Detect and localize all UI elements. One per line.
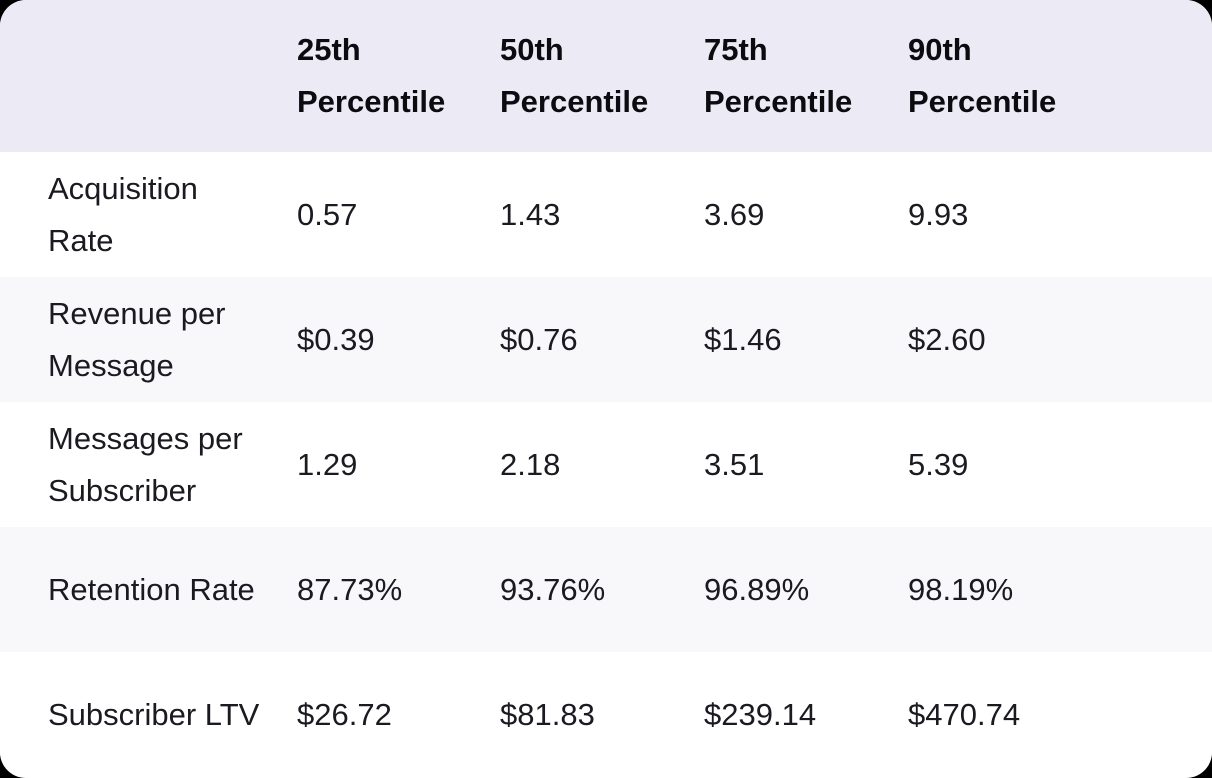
cell-value: $239.14 — [704, 652, 908, 777]
cell-value: 3.69 — [704, 152, 908, 277]
value-text: 1.29 — [297, 446, 358, 482]
column-header-75th-percentile: 75th Percentile — [704, 0, 908, 152]
value-text: 0.57 — [297, 196, 358, 232]
value-text: $0.76 — [500, 321, 578, 357]
table-body: Acquisition Rate 0.57 1.43 3.69 9.93 Rev… — [0, 152, 1212, 777]
column-header-label: 50th Percentile — [500, 32, 649, 119]
cell-value: 96.89% — [704, 527, 908, 652]
value-text: 2.18 — [500, 446, 561, 482]
row-label-cell: Messages per Subscriber — [0, 402, 297, 527]
row-label-cell: Acquisition Rate — [0, 152, 297, 277]
table-row-revenue-per-message: Revenue per Message $0.39 $0.76 $1.46 $2… — [0, 277, 1212, 402]
cell-value: 9.93 — [908, 152, 1212, 277]
cell-value: 0.57 — [297, 152, 500, 277]
column-header-label: 90th Percentile — [908, 32, 1057, 119]
value-text: $26.72 — [297, 696, 392, 732]
value-text: 98.19% — [908, 571, 1014, 607]
value-text: $0.39 — [297, 321, 375, 357]
row-label: Retention Rate — [48, 571, 255, 607]
value-text: 1.43 — [500, 196, 561, 232]
cell-value: $0.76 — [500, 277, 704, 402]
column-header-90th-percentile: 90th Percentile — [908, 0, 1212, 152]
cell-value: 2.18 — [500, 402, 704, 527]
cell-value: $81.83 — [500, 652, 704, 777]
cell-value: 1.29 — [297, 402, 500, 527]
table-row-acquisition-rate: Acquisition Rate 0.57 1.43 3.69 9.93 — [0, 152, 1212, 277]
column-header-label: 25th Percentile — [297, 32, 446, 119]
metric-column-header — [0, 0, 297, 152]
cell-value: 5.39 — [908, 402, 1212, 527]
value-text: $239.14 — [704, 696, 817, 732]
row-label-cell: Subscriber LTV — [0, 652, 297, 777]
value-text: $81.83 — [500, 696, 595, 732]
row-label: Subscriber LTV — [48, 696, 260, 732]
cell-value: $0.39 — [297, 277, 500, 402]
value-text: $2.60 — [908, 321, 986, 357]
column-header-25th-percentile: 25th Percentile — [297, 0, 500, 152]
cell-value: 98.19% — [908, 527, 1212, 652]
value-text: $1.46 — [704, 321, 782, 357]
row-label: Messages per Subscriber — [48, 420, 243, 508]
value-text: 5.39 — [908, 446, 969, 482]
value-text: 87.73% — [297, 571, 403, 607]
table-row-messages-per-subscriber: Messages per Subscriber 1.29 2.18 3.51 5… — [0, 402, 1212, 527]
cell-value: $2.60 — [908, 277, 1212, 402]
column-header-label: 75th Percentile — [704, 32, 853, 119]
cell-value: $26.72 — [297, 652, 500, 777]
row-label-cell: Retention Rate — [0, 527, 297, 652]
cell-value: 87.73% — [297, 527, 500, 652]
value-text: 9.93 — [908, 196, 969, 232]
value-text: 93.76% — [500, 571, 606, 607]
table-row-subscriber-ltv: Subscriber LTV $26.72 $81.83 $239.14 $47… — [0, 652, 1212, 777]
column-header-50th-percentile: 50th Percentile — [500, 0, 704, 152]
cell-value: 3.51 — [704, 402, 908, 527]
table-header-row: 25th Percentile 50th Percentile 75th Per… — [0, 0, 1212, 152]
table-row-retention-rate: Retention Rate 87.73% 93.76% 96.89% 98.1… — [0, 527, 1212, 652]
row-label: Revenue per Message — [48, 295, 226, 383]
value-text: $470.74 — [908, 696, 1021, 732]
row-label: Acquisition Rate — [48, 170, 198, 258]
value-text: 3.69 — [704, 196, 765, 232]
cell-value: 1.43 — [500, 152, 704, 277]
cell-value: 93.76% — [500, 527, 704, 652]
value-text: 96.89% — [704, 571, 810, 607]
table-header: 25th Percentile 50th Percentile 75th Per… — [0, 0, 1212, 152]
cell-value: $1.46 — [704, 277, 908, 402]
value-text: 3.51 — [704, 446, 765, 482]
row-label-cell: Revenue per Message — [0, 277, 297, 402]
cell-value: $470.74 — [908, 652, 1212, 777]
